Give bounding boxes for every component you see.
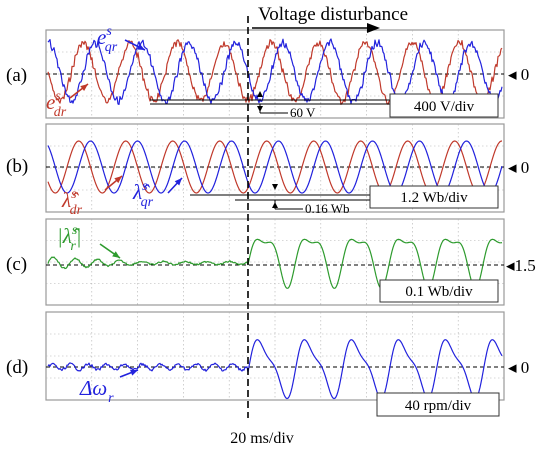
panel-c-reference: ◂1.5 bbox=[506, 256, 536, 275]
series-line-e-qr bbox=[47, 38, 503, 105]
panel-b-scale-label: 1.2 Wb/div bbox=[400, 190, 468, 206]
panel-d-reference: ◂ 0 bbox=[508, 358, 529, 377]
series-label-sub: qr bbox=[105, 40, 118, 55]
panel-c-scale-box bbox=[379, 279, 499, 303]
series-label-base: Δω bbox=[79, 376, 107, 400]
series-label-base: e bbox=[46, 90, 55, 114]
series-label-a-1: es qr bbox=[97, 24, 118, 55]
pointer-e-dr-head bbox=[80, 84, 88, 91]
series-label-sub: r bbox=[70, 239, 76, 254]
pointer-lambda-qr-head bbox=[174, 178, 182, 186]
series-label-b-0: λ̂s dr bbox=[61, 187, 83, 218]
panel-b-letter: (b) bbox=[6, 156, 28, 177]
panel-c-scale-label: 0.1 Wb/div bbox=[405, 284, 473, 300]
series-label-sub: qr bbox=[141, 195, 154, 210]
series-label-sup: s bbox=[55, 89, 61, 104]
series-label-sup: s bbox=[106, 24, 112, 39]
series-label-tail: | bbox=[76, 224, 82, 248]
series-line-lambda-qr bbox=[47, 140, 503, 194]
panel-c-letter: (c) bbox=[6, 254, 27, 275]
series-label-b-1: λ̂s qr bbox=[132, 179, 154, 210]
panel-d-scale-box bbox=[376, 392, 500, 417]
series-label-sup: s bbox=[72, 223, 78, 238]
series-label-d-0: Δωr bbox=[79, 376, 114, 406]
label-pointers bbox=[69, 39, 183, 378]
panel-b-measurement: 0.16 Wb bbox=[190, 184, 372, 216]
series-label-sub: dr bbox=[70, 203, 83, 218]
series-label-sup: s bbox=[142, 179, 148, 194]
series-label-a-0: es dr bbox=[46, 89, 67, 120]
panel-a-letter: (a) bbox=[6, 65, 27, 86]
series-label-c-0: |λ̂s r| bbox=[57, 223, 82, 254]
panel-b-reference: ◂ 0 bbox=[508, 158, 529, 177]
disturbance-label: Voltage disturbance bbox=[258, 4, 408, 25]
panel-a-scale-box bbox=[389, 93, 499, 118]
panel-a-reference: ◂ 0 bbox=[508, 65, 529, 84]
time-scale-label: 20 ms/div bbox=[230, 430, 294, 447]
pointer-delta-omega-head bbox=[130, 369, 138, 376]
panel-d-scale-label: 40 rpm/div bbox=[405, 398, 472, 414]
panel-a-scale-label: 400 V/div bbox=[414, 99, 475, 115]
pointer-lambda-r-head bbox=[112, 251, 120, 258]
series-line-e-dr bbox=[47, 39, 503, 105]
series-label-base: e bbox=[97, 25, 106, 49]
series-label-sub: dr bbox=[54, 105, 67, 120]
series-label-sup: s bbox=[71, 187, 77, 202]
panel-a-measurement-label: 60 V bbox=[290, 105, 316, 120]
panel-b-scale-box bbox=[369, 185, 499, 209]
pointer-e-qr-head bbox=[137, 43, 145, 50]
series-label-sub: r bbox=[108, 391, 114, 406]
panel-d-letter: (d) bbox=[6, 357, 28, 378]
panel-a-measurement: 60 V bbox=[150, 91, 395, 120]
pointer-lambda-dr-head bbox=[114, 176, 122, 184]
disturbance-arrowhead bbox=[367, 23, 380, 33]
panel-b-measurement-label: 0.16 Wb bbox=[305, 201, 350, 216]
